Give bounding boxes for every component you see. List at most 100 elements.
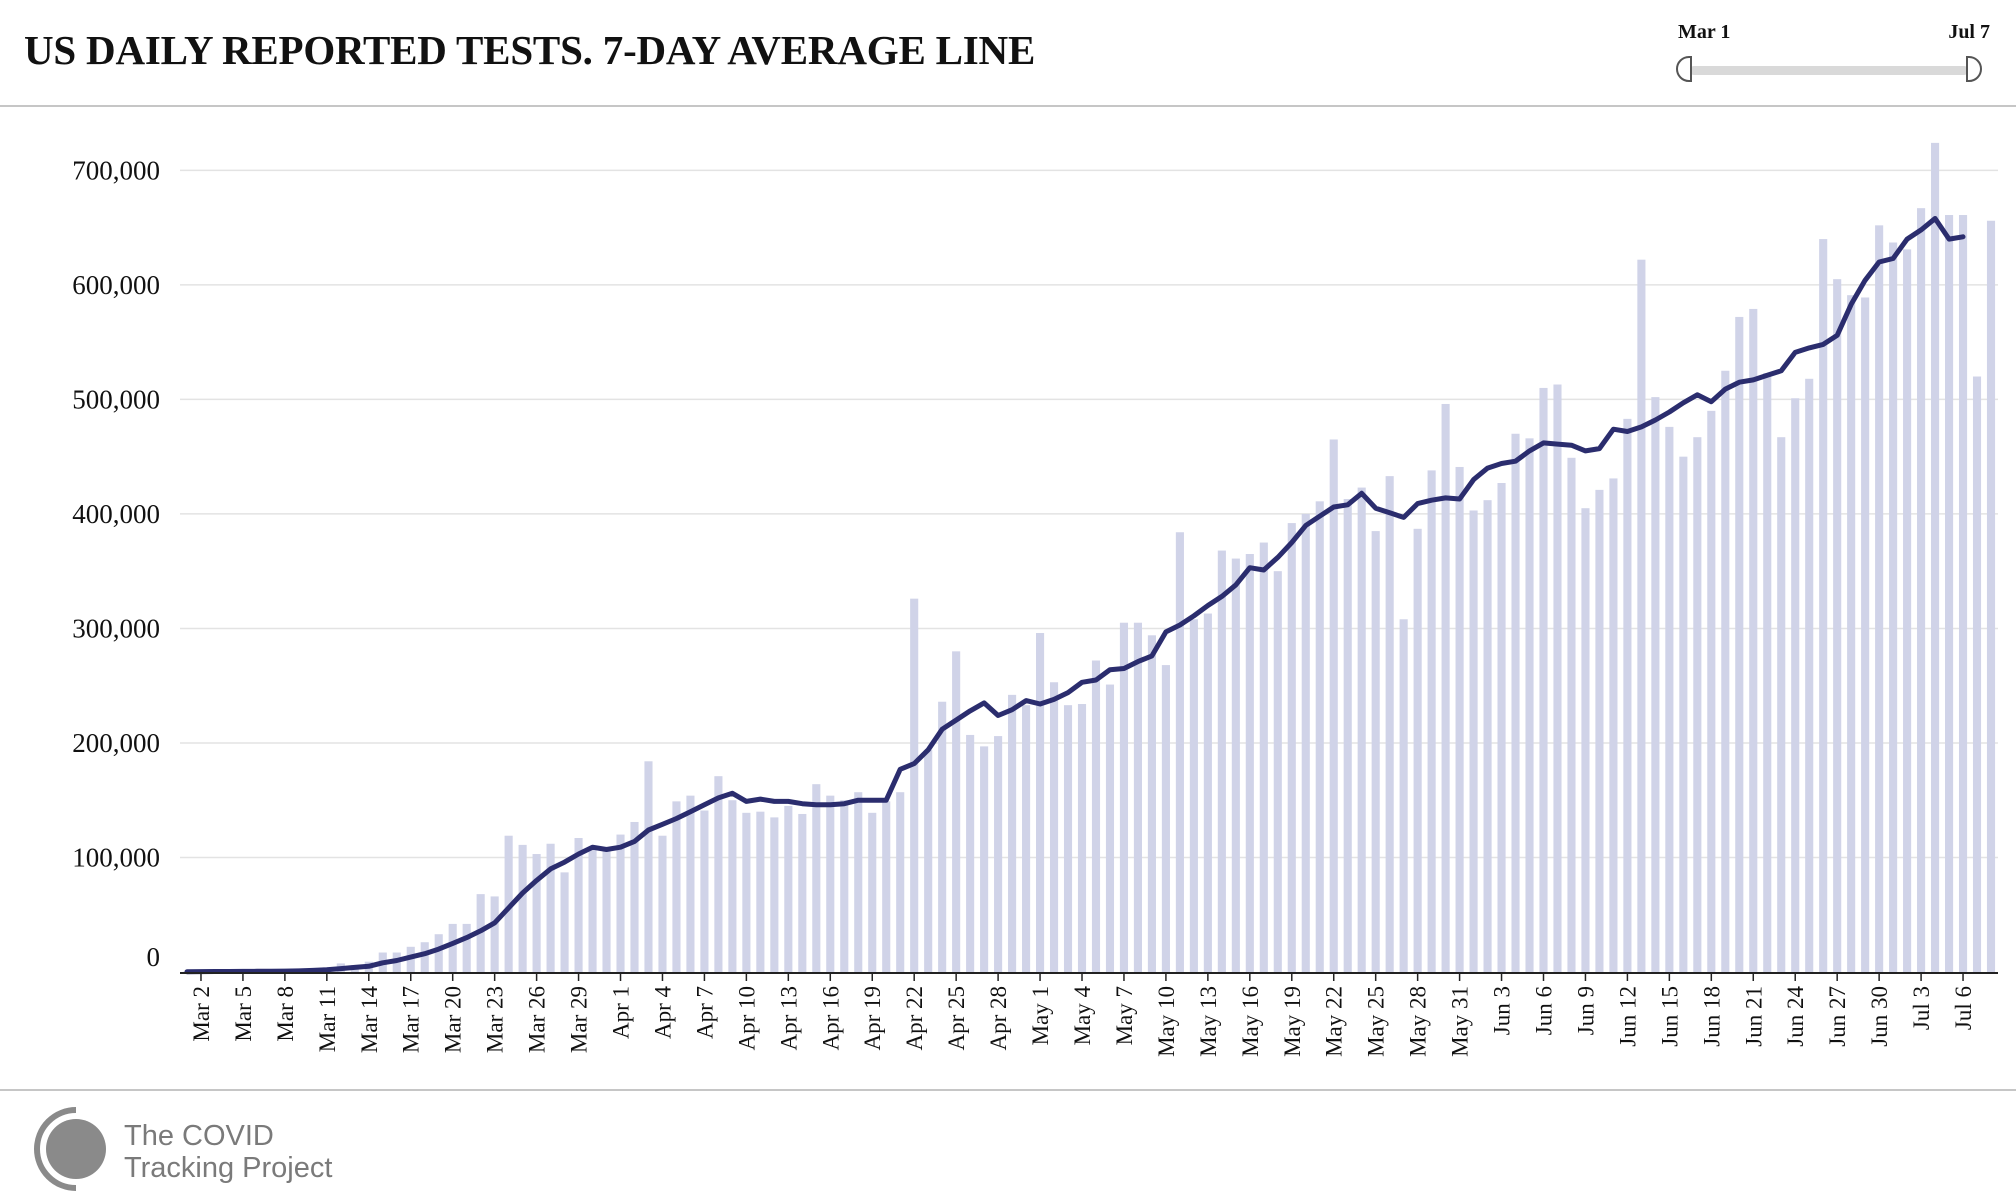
bar (1133, 622, 1143, 972)
bar (952, 651, 961, 972)
bar (560, 872, 569, 972)
slider-start-handle[interactable] (1676, 56, 1692, 82)
bar (994, 736, 1003, 972)
x-tick-label: Apr 19 (860, 986, 885, 1051)
logo-line-1: The COVID (124, 1120, 274, 1152)
bar (840, 800, 849, 972)
bar (602, 849, 611, 972)
bar (1497, 482, 1506, 972)
x-tick-label: May 7 (1112, 986, 1137, 1045)
slider-track[interactable] (1690, 66, 1968, 75)
bar (1315, 501, 1324, 972)
bar (700, 810, 709, 972)
x-tick-label: Jun 6 (1532, 986, 1557, 1035)
bar (1581, 508, 1590, 972)
bar (1707, 410, 1716, 972)
bar (1301, 513, 1310, 972)
bar (686, 795, 695, 972)
gridlines (180, 169, 1998, 859)
x-tick-label: Mar 5 (231, 986, 256, 1042)
x-tick-label: Mar 17 (399, 986, 424, 1053)
bar (1427, 470, 1436, 972)
bar (1399, 619, 1408, 972)
bar (1819, 239, 1828, 973)
bar (1245, 554, 1254, 972)
y-tick-label: 400,000 (72, 499, 160, 529)
slider-start-label: Mar 1 (1678, 21, 1731, 43)
x-tick-label: Apr 22 (902, 986, 927, 1051)
x-tick-label: May 22 (1322, 986, 1347, 1057)
x-tick-label: Mar 23 (483, 986, 508, 1053)
bar (1903, 249, 1912, 972)
x-tick-label: Mar 8 (273, 986, 298, 1042)
bar (1944, 215, 1954, 973)
x-tick-label: May 13 (1196, 986, 1221, 1057)
bar (1077, 704, 1087, 972)
bar (1008, 694, 1017, 972)
bar (462, 923, 471, 972)
bar (1161, 665, 1170, 972)
bar (1119, 622, 1129, 972)
y-tick-label: 100,000 (72, 842, 160, 872)
bar (1651, 397, 1660, 973)
x-tick-label: Jun 15 (1657, 986, 1682, 1047)
bar (1917, 208, 1926, 972)
bar (1861, 297, 1870, 972)
y-tick-label: 300,000 (72, 613, 160, 643)
bar (1889, 242, 1898, 973)
average-line (184, 216, 1966, 975)
daily-tests-bars (182, 142, 1996, 973)
y-tick-label: 600,000 (72, 270, 160, 300)
bar (1343, 499, 1352, 972)
x-tick-label: May 4 (1070, 986, 1095, 1046)
x-tick-label: Jun 3 (1490, 986, 1515, 1035)
bar (434, 934, 443, 972)
bar (1357, 487, 1366, 972)
bar (1469, 510, 1478, 972)
x-tick-label: Jun 21 (1741, 986, 1766, 1047)
bar (1175, 532, 1184, 972)
bar (798, 813, 807, 972)
bar (924, 749, 933, 972)
x-tick-label: May 19 (1280, 986, 1305, 1057)
bar (966, 734, 975, 972)
x-tick-label: May 10 (1154, 986, 1179, 1057)
x-tick-label: Apr 28 (986, 986, 1011, 1051)
bar (518, 844, 527, 972)
bar (1749, 308, 1758, 972)
bar (882, 801, 891, 972)
bar (448, 923, 457, 972)
x-tick-label: May 28 (1406, 986, 1431, 1057)
bar (826, 795, 835, 972)
bar (1091, 660, 1101, 972)
bar (980, 746, 989, 972)
bar (490, 896, 499, 972)
logo-line-2: Tracking Project (124, 1152, 333, 1184)
bar (1511, 433, 1520, 972)
bar (1805, 378, 1814, 972)
bar (1022, 705, 1031, 972)
bar (588, 849, 597, 972)
bar (546, 843, 555, 972)
x-tick-label: Mar 26 (525, 986, 550, 1053)
bar (1958, 215, 1968, 973)
slider-end-label: Jul 7 (1948, 21, 1990, 43)
chart-title: US DAILY REPORTED TESTS. 7-DAY AVERAGE L… (24, 27, 1036, 73)
bar (1385, 476, 1394, 972)
bar (728, 800, 737, 972)
bar (1147, 635, 1156, 972)
bar (1567, 457, 1576, 972)
bar (770, 817, 779, 972)
seven-day-average-line (184, 216, 1966, 975)
slider-end-handle[interactable] (1966, 56, 1982, 82)
date-range-slider[interactable]: Mar 1 Jul 7 (1670, 15, 1990, 90)
bar (574, 838, 583, 972)
y-axis: 0 100,000 200,000 300,000 400,000 500,000 600,… (72, 155, 160, 972)
covid-tracking-project-logo: The COVID Tracking Project (34, 1104, 364, 1194)
bar (1693, 437, 1702, 972)
bar (1105, 684, 1115, 972)
bar (1441, 403, 1450, 972)
bar (1063, 705, 1073, 972)
tests-chart: 0 100,000 200,000 300,000 400,000 500,000 600,… (72, 142, 1998, 1057)
bar (1273, 571, 1282, 972)
